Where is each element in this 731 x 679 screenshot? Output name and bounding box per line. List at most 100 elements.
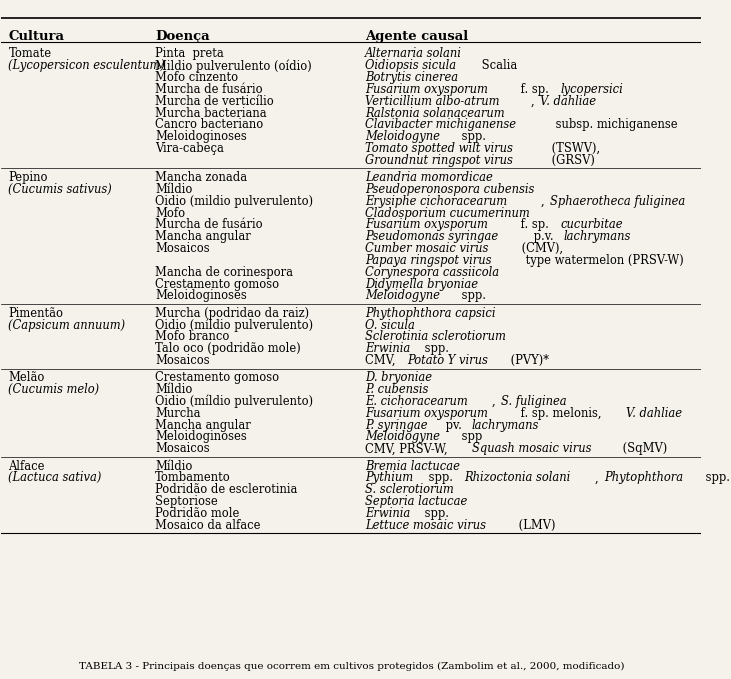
Text: subsp. michiganense: subsp. michiganense	[552, 118, 678, 131]
Text: S. sclerotiorum: S. sclerotiorum	[366, 483, 454, 496]
Text: Murcha (podridao da raiz): Murcha (podridao da raiz)	[156, 307, 309, 320]
Text: Tomato spotted wilt virus: Tomato spotted wilt virus	[366, 142, 513, 155]
Text: Cumber mosaic virus: Cumber mosaic virus	[366, 242, 488, 255]
Text: CMV,: CMV,	[366, 354, 399, 367]
Text: Vira-cabeça: Vira-cabeça	[156, 142, 224, 155]
Text: Phythophthora capsici: Phythophthora capsici	[366, 307, 496, 320]
Text: Squash mosaic virus: Squash mosaic virus	[471, 442, 591, 456]
Text: Oidio (mildio pulverulento): Oidio (mildio pulverulento)	[156, 195, 314, 208]
Text: type watermelon (PRSV-W): type watermelon (PRSV-W)	[521, 254, 683, 267]
Text: Didymella bryoniae: Didymella bryoniae	[366, 278, 478, 291]
Text: spp.: spp.	[458, 289, 486, 302]
Text: Mofo: Mofo	[156, 206, 186, 219]
Text: lachrymans: lachrymans	[471, 419, 539, 432]
Text: O. sicula: O. sicula	[366, 318, 415, 331]
Text: Papaya ringspot virus: Papaya ringspot virus	[366, 254, 492, 267]
Text: (PVY)*: (PVY)*	[507, 354, 549, 367]
Text: ,: ,	[531, 94, 539, 108]
Text: Septoriose: Septoriose	[156, 495, 218, 508]
Text: Crestamento gomoso: Crestamento gomoso	[156, 278, 279, 291]
Text: Sclerotinia sclerotiorum: Sclerotinia sclerotiorum	[366, 331, 506, 344]
Text: Tomate: Tomate	[8, 48, 51, 60]
Text: Murcha: Murcha	[156, 407, 201, 420]
Text: Míldio: Míldio	[156, 383, 193, 396]
Text: ,: ,	[595, 471, 602, 484]
Text: Pinta  preta: Pinta preta	[156, 48, 224, 60]
Text: Sphaerotheca fuliginea: Sphaerotheca fuliginea	[550, 195, 685, 208]
Text: Fusarium oxysporum: Fusarium oxysporum	[366, 407, 488, 420]
Text: spp.: spp.	[425, 471, 456, 484]
Text: (CMV),: (CMV),	[518, 242, 563, 255]
Text: ,: ,	[492, 395, 499, 408]
Text: Murcha de fusário: Murcha de fusário	[156, 219, 263, 232]
Text: Pythium: Pythium	[366, 471, 414, 484]
Text: Bremia lactucae: Bremia lactucae	[366, 460, 460, 473]
Text: Potato Y virus: Potato Y virus	[407, 354, 488, 367]
Text: Mancha angular: Mancha angular	[156, 419, 251, 432]
Text: cucurbitae: cucurbitae	[561, 219, 624, 232]
Text: spp.: spp.	[458, 130, 486, 143]
Text: Meloidogyne: Meloidogyne	[366, 430, 440, 443]
Text: Lettuce mosaic virus: Lettuce mosaic virus	[366, 519, 486, 532]
Text: Scalia: Scalia	[478, 59, 517, 72]
Text: Tombamento: Tombamento	[156, 471, 231, 484]
Text: Cladosporium cucumerinum: Cladosporium cucumerinum	[366, 206, 530, 219]
Text: Mancha angular: Mancha angular	[156, 230, 251, 243]
Text: (Lactuca sativa): (Lactuca sativa)	[8, 471, 102, 484]
Text: Talo oco (podridão mole): Talo oco (podridão mole)	[156, 342, 301, 355]
Text: Murcha bacteriana: Murcha bacteriana	[156, 107, 267, 120]
Text: Doença: Doença	[156, 30, 210, 43]
Text: V. dahliae: V. dahliae	[540, 94, 596, 108]
Text: Phytophthora: Phytophthora	[604, 471, 683, 484]
Text: pv.: pv.	[442, 419, 466, 432]
Text: P. syringae: P. syringae	[366, 419, 428, 432]
Text: (GRSV): (GRSV)	[548, 154, 595, 167]
Text: Clavibacter michiganense: Clavibacter michiganense	[366, 118, 516, 131]
Text: Agente causal: Agente causal	[366, 30, 469, 43]
Text: Meloidogyne: Meloidogyne	[366, 289, 440, 302]
Text: spp.: spp.	[702, 471, 730, 484]
Text: Murcha de fusário: Murcha de fusário	[156, 83, 263, 96]
Text: spp.: spp.	[421, 342, 449, 355]
Text: Podridão de esclerotinia: Podridão de esclerotinia	[156, 483, 298, 496]
Text: (Cucumis melo): (Cucumis melo)	[8, 383, 99, 396]
Text: Oidio (míldio pulverulento): Oidio (míldio pulverulento)	[156, 318, 314, 332]
Text: (Lycopersicon esculentum): (Lycopersicon esculentum)	[8, 59, 165, 72]
Text: Meloidoginoses: Meloidoginoses	[156, 430, 247, 443]
Text: Pseudoperonospora cubensis: Pseudoperonospora cubensis	[366, 183, 534, 196]
Text: Erysiphe cichoracearum: Erysiphe cichoracearum	[366, 195, 507, 208]
Text: Verticillium albo-atrum: Verticillium albo-atrum	[366, 94, 500, 108]
Text: p.v.: p.v.	[530, 230, 557, 243]
Text: Mancha de corinespora: Mancha de corinespora	[156, 265, 293, 279]
Text: P. cubensis: P. cubensis	[366, 383, 428, 396]
Text: Corynespora cassiicola: Corynespora cassiicola	[366, 265, 499, 279]
Text: spp: spp	[458, 430, 482, 443]
Text: TABELA 3 - Principais doenças que ocorrem em cultivos protegidos (Zambolim et al: TABELA 3 - Principais doenças que ocorre…	[78, 662, 624, 671]
Text: (TSWV),: (TSWV),	[548, 142, 600, 155]
Text: Mofo branco: Mofo branco	[156, 331, 230, 344]
Text: Ralstonia solanacearum: Ralstonia solanacearum	[366, 107, 505, 120]
Text: Míldio: Míldio	[156, 460, 193, 473]
Text: Crestamento gomoso: Crestamento gomoso	[156, 371, 279, 384]
Text: Erwinia: Erwinia	[366, 507, 411, 520]
Text: Meloidoginoses: Meloidoginoses	[156, 289, 247, 302]
Text: Mancha zonada: Mancha zonada	[156, 171, 248, 184]
Text: (LMV): (LMV)	[515, 519, 556, 532]
Text: Alternaria solani: Alternaria solani	[366, 48, 462, 60]
Text: Septoria lactucae: Septoria lactucae	[366, 495, 468, 508]
Text: Mosaicos: Mosaicos	[156, 442, 210, 456]
Text: Oidiopsis sicula: Oidiopsis sicula	[366, 59, 456, 72]
Text: Fusarium oxysporum: Fusarium oxysporum	[366, 83, 488, 96]
Text: (Capsicum annuum): (Capsicum annuum)	[8, 318, 126, 331]
Text: Cultura: Cultura	[8, 30, 64, 43]
Text: (SqMV): (SqMV)	[619, 442, 667, 456]
Text: Groundnut ringspot virus: Groundnut ringspot virus	[366, 154, 513, 167]
Text: Rhizoctonia solani: Rhizoctonia solani	[463, 471, 570, 484]
Text: Melão: Melão	[8, 371, 45, 384]
Text: Botrytis cinerea: Botrytis cinerea	[366, 71, 458, 84]
Text: Alface: Alface	[8, 460, 45, 473]
Text: Mosaico da alface: Mosaico da alface	[156, 519, 261, 532]
Text: D. bryoniae: D. bryoniae	[366, 371, 432, 384]
Text: Podridão mole: Podridão mole	[156, 507, 240, 520]
Text: Míldio: Míldio	[156, 183, 193, 196]
